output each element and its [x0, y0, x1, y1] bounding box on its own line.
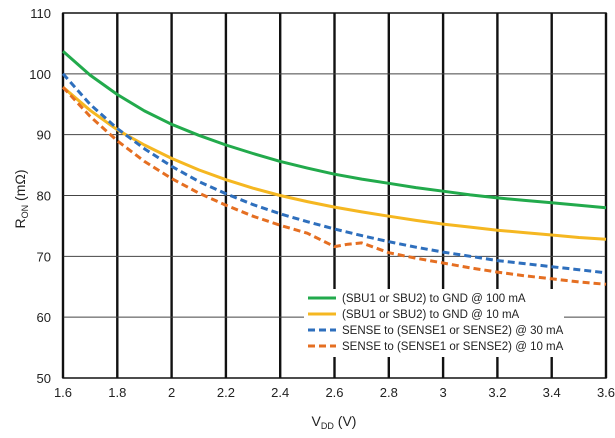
x-axis-label: VDD (V)	[312, 413, 357, 431]
y-tick-label: 70	[37, 249, 51, 264]
x-tick-label: 2.4	[271, 385, 289, 400]
legend-label-2: (SBU1 or SBU2) to GND @ 10 mA	[342, 309, 520, 321]
series-line-1	[62, 50, 607, 210]
series-line-3	[61, 72, 607, 275]
y-tick-label: 100	[29, 67, 51, 82]
x-tick-label: 3.2	[488, 385, 506, 400]
x-tick-label: 3	[439, 385, 446, 400]
series-line-4	[61, 86, 607, 286]
x-tick-label: 2.2	[217, 385, 235, 400]
legend-background	[304, 289, 564, 357]
x-tick-label: 3.4	[543, 385, 561, 400]
x-tick-label: 2	[168, 385, 175, 400]
x-tick-label: 2.6	[325, 385, 343, 400]
legend: (SBU1 or SBU2) to GND @ 100 mA (SBU1 or S…	[304, 289, 564, 357]
x-tick-label: 1.6	[54, 385, 72, 400]
x-axis-label-unit: (V)	[334, 413, 357, 429]
legend-label-1: (SBU1 or SBU2) to GND @ 100 mA	[342, 293, 526, 305]
y-tick-label: 90	[37, 128, 51, 143]
y-tick-label: 60	[37, 310, 51, 325]
axes	[62, 12, 607, 379]
data-series	[61, 50, 607, 286]
x-tick-label: 1.8	[108, 385, 126, 400]
x-axis-label-subscript: DD	[321, 421, 334, 431]
y-tick-label: 80	[37, 189, 51, 204]
y-tick-label: 110	[30, 6, 51, 21]
plot-frame	[62, 12, 607, 379]
legend-label-3: SENSE to (SENSE1 or SENSE2) @ 30 mA	[342, 325, 564, 337]
y-axis-label-unit: (mΩ)	[12, 170, 28, 205]
y-axis-label-main: R	[12, 218, 28, 228]
x-tick-label: 3.6	[597, 385, 615, 400]
x-tick-label: 2.8	[380, 385, 398, 400]
y-tick-label: 50	[37, 371, 51, 386]
y-axis-label-subscript: ON	[20, 205, 30, 219]
legend-label-4: SENSE to (SENSE1 or SENSE2) @ 10 mA	[342, 341, 564, 353]
tick-labels: 1.6 1.8 2 2.2 2.4 2.6 2.8 3 3.2 3.4 3.6 50 60 70 80 90 1…	[29, 6, 615, 400]
y-axis-label: RON (mΩ)	[12, 170, 30, 229]
series-line-2	[62, 86, 607, 241]
x-axis-label-main: V	[312, 413, 322, 429]
